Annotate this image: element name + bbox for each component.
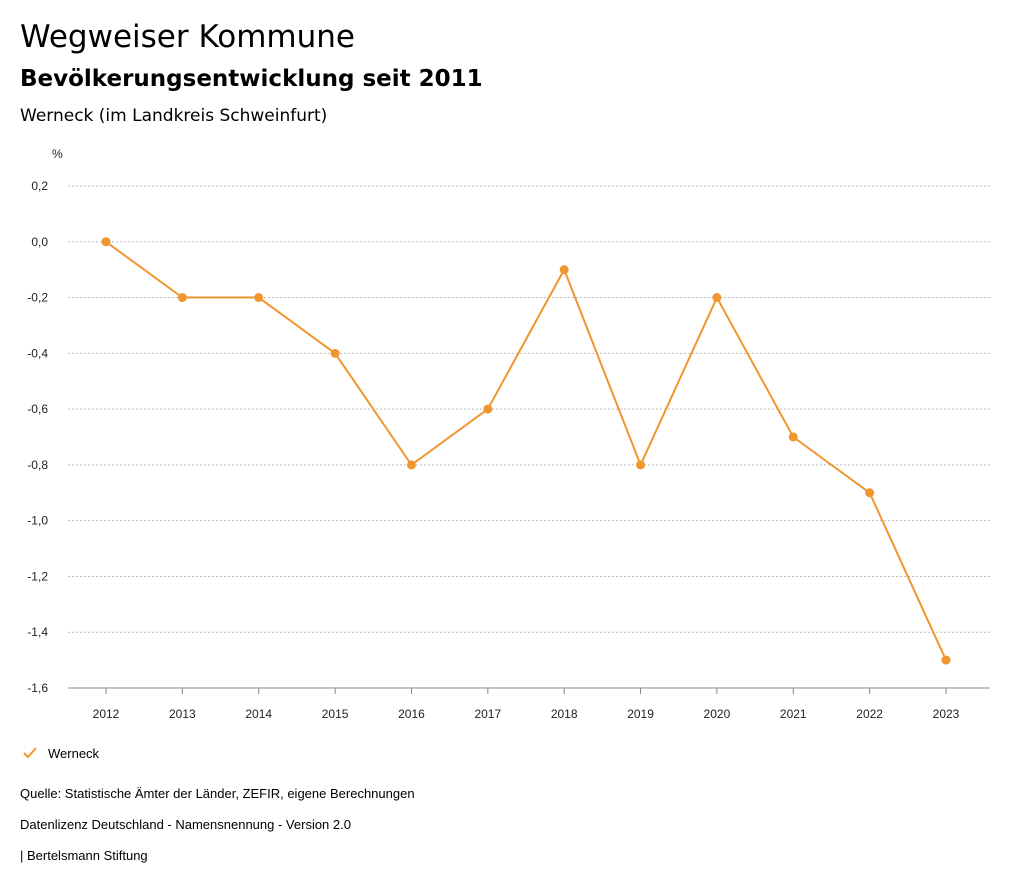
x-tick-label: 2020	[704, 707, 731, 721]
legend[interactable]: Werneck	[22, 745, 99, 761]
data-point-2017[interactable]	[483, 404, 493, 414]
chart-subtitle: Bevölkerungsentwicklung seit 2011	[20, 66, 483, 92]
y-tick-label: -0,2	[27, 291, 48, 305]
x-tick-label: 2014	[245, 707, 272, 721]
data-point-2013[interactable]	[177, 293, 187, 303]
data-point-2019[interactable]	[636, 460, 646, 470]
line-chart: % 0,2 0,0 -0,2 -0,4 -0,6 -0,8 -1,0 -1,2 -1,4 -1,6…	[27, 147, 990, 721]
x-tick-label: 2022	[856, 707, 883, 721]
y-axis-ticks: 0,2 0,0 -0,2 -0,4 -0,6 -0,8 -1,0 -1,2 -1,4 -1,6	[27, 179, 48, 695]
data-point-2014[interactable]	[254, 293, 264, 303]
x-tick-label: 2013	[169, 707, 196, 721]
y-tick-label: -1,6	[27, 681, 48, 695]
y-tick-label: -1,4	[27, 625, 48, 639]
legend-label: Werneck	[48, 745, 100, 761]
x-tick-label: 2012	[93, 707, 120, 721]
x-tick-label: 2016	[398, 707, 425, 721]
y-tick-label: -0,4	[27, 346, 48, 360]
page-title: Wegweiser Kommune	[20, 19, 355, 55]
y-tick-label: -1,0	[27, 514, 48, 528]
x-tick-label: 2023	[933, 707, 960, 721]
y-axis-unit: %	[52, 147, 63, 161]
publisher-note: | Bertelsmann Stiftung	[20, 848, 148, 863]
check-icon	[23, 747, 37, 759]
y-tick-label: 0,0	[31, 235, 48, 249]
y-tick-label: -0,6	[27, 402, 48, 416]
x-tick-label: 2017	[474, 707, 501, 721]
y-tick-label: -1,2	[27, 569, 48, 583]
data-point-2018[interactable]	[559, 265, 569, 275]
source-note: Quelle: Statistische Ämter der Länder, Z…	[20, 786, 415, 801]
data-point-2016[interactable]	[406, 460, 416, 470]
data-point-2023[interactable]	[941, 655, 951, 665]
x-axis-ticks: 2012 2013 2014 2015 2016 2017 2018 2019 2020 2021…	[93, 688, 960, 721]
y-tick-label: 0,2	[31, 179, 48, 193]
data-point-2015[interactable]	[330, 348, 340, 358]
series-line	[105, 240, 947, 661]
x-tick-label: 2015	[322, 707, 349, 721]
x-tick-label: 2021	[780, 707, 807, 721]
data-point-2022[interactable]	[865, 488, 875, 498]
data-point-2021[interactable]	[788, 432, 798, 442]
region-title: Werneck (im Landkreis Schweinfurt)	[20, 106, 328, 126]
series-werneck[interactable]	[101, 237, 951, 665]
data-point-2012[interactable]	[101, 237, 111, 247]
x-tick-label: 2018	[551, 707, 578, 721]
y-tick-label: -0,8	[27, 458, 48, 472]
x-tick-label: 2019	[627, 707, 654, 721]
data-point-2020[interactable]	[712, 293, 722, 303]
license-note: Datenlizenz Deutschland - Namensnennung …	[20, 817, 351, 832]
grid-lines	[68, 185, 990, 689]
